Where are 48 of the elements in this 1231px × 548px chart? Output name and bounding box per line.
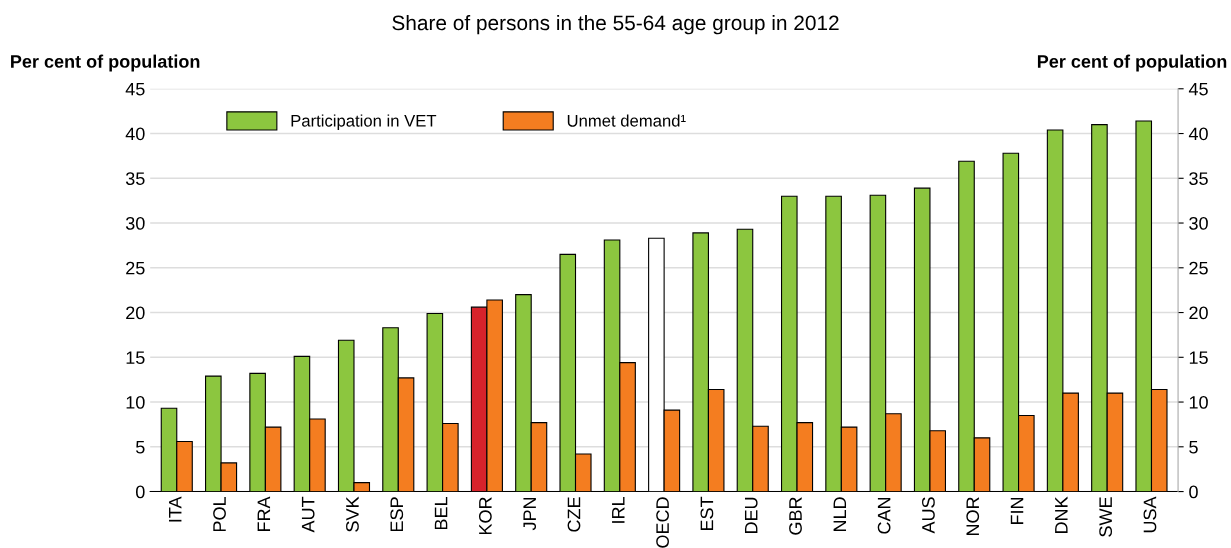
- y-tick-label: 30: [125, 216, 145, 230]
- x-tick-label: DEU: [744, 497, 758, 534]
- y2-tick-label: 15: [1189, 351, 1208, 365]
- y-tick-label: 35: [125, 172, 145, 185]
- legend-label: Unmet demand¹: [567, 114, 686, 127]
- chart-title: Share of persons in the 55-64 age group in 2012: [392, 14, 839, 35]
- x-tick-label: NOR: [966, 497, 980, 536]
- x-tick-label: JPN: [523, 497, 537, 531]
- x-tick-label: EST: [700, 496, 714, 531]
- x-tick-label: ESP: [390, 497, 404, 532]
- x-tick-label: OECD: [656, 497, 669, 548]
- x-tick-label: GBR: [789, 497, 802, 535]
- x-tick-label: NLD: [833, 497, 847, 532]
- y-tick-label: 10: [126, 395, 145, 409]
- x-tick-label: AUT: [301, 496, 315, 533]
- x-tick-label: SWE: [1099, 497, 1113, 537]
- x-tick-label: BEL: [434, 497, 448, 530]
- y2-tick-label: 20: [1189, 306, 1208, 320]
- y2-axis-title: Per cent of population: [1037, 54, 1227, 72]
- x-tick-label: CAN: [877, 497, 891, 534]
- y-tick-label: 0: [135, 485, 145, 499]
- x-tick-label: SVK: [346, 496, 359, 532]
- y2-tick-label: 10: [1189, 395, 1208, 409]
- y2-tick-label: 45: [1188, 82, 1208, 96]
- x-tick-label: CZE: [567, 497, 581, 532]
- x-tick-label: AUS: [922, 497, 935, 534]
- y2-tick-label: 5: [1189, 440, 1198, 454]
- y-tick-label: 40: [125, 127, 145, 141]
- y-tick-label: 25: [126, 261, 145, 275]
- x-tick-label: DNK: [1055, 496, 1068, 534]
- x-tick-label: ITA: [169, 496, 182, 522]
- y-tick-label: 20: [126, 306, 145, 320]
- x-tick-label: POL: [213, 497, 226, 532]
- y2-tick-label: 25: [1189, 261, 1208, 275]
- x-tick-label: KOR: [478, 497, 492, 535]
- y-tick-label: 15: [126, 351, 145, 365]
- x-tick-label: IRL: [612, 497, 625, 523]
- legend-label: Participation in VET: [291, 114, 437, 130]
- y-tick-label: 5: [136, 440, 145, 454]
- x-tick-label: FIN: [1010, 497, 1024, 525]
- y2-tick-label: 30: [1189, 216, 1208, 230]
- x-tick-label: USA: [1143, 496, 1157, 533]
- y2-tick-label: 35: [1189, 172, 1208, 185]
- y2-tick-label: 0: [1189, 485, 1198, 499]
- y-axis-title: Per cent of population: [11, 54, 200, 72]
- y2-tick-label: 40: [1188, 127, 1208, 141]
- y-tick-label: 45: [125, 82, 145, 96]
- x-tick-label: FRA: [257, 496, 271, 532]
